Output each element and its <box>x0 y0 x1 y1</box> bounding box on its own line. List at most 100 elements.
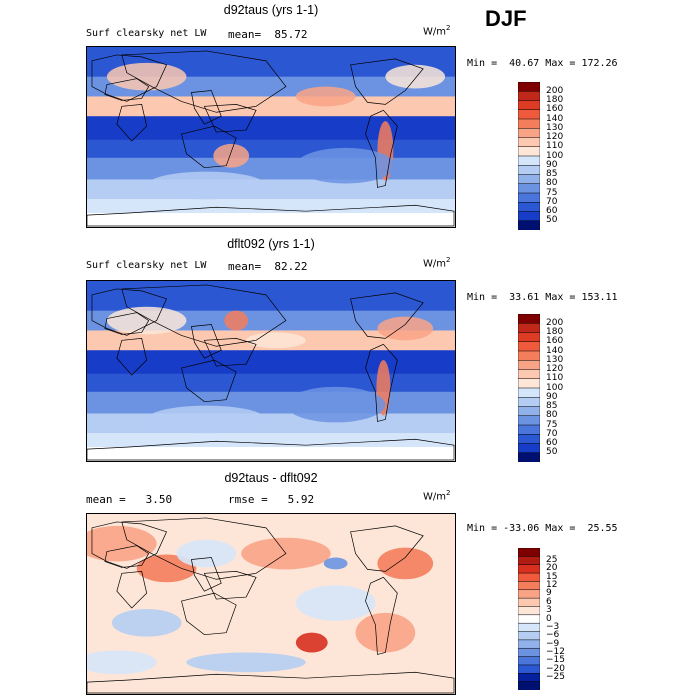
colorbar-swatch <box>518 556 540 566</box>
colorbar-tick-label: 70 <box>546 196 558 207</box>
colorbar-tick-label: 140 <box>546 345 564 356</box>
colorbar-tick-label: 0 <box>546 613 552 624</box>
colorbar-tick-label: 50 <box>546 447 558 458</box>
colorbar-tick-label: 120 <box>546 132 564 142</box>
colorbar-tick-label: 3 <box>546 605 552 616</box>
colorbar-swatch <box>518 360 540 371</box>
colorbar-swatch <box>518 572 540 582</box>
colorbar-swatch <box>518 664 540 674</box>
panel2-colorbar: 200 180 160 140 130 120 110 100 90 85 80 75 70 60 50 <box>518 314 563 462</box>
colorbar-swatch <box>518 443 540 454</box>
panel1-colorbar: 200 180 160 140 130 120 110 100 90 85 80 75 70 60 50 <box>518 82 563 230</box>
colorbar-swatch <box>518 406 540 417</box>
colorbar-tick-label: 75 <box>546 187 558 198</box>
colorbar-swatch <box>518 91 540 102</box>
colorbar-tick-label: 80 <box>546 178 558 189</box>
colorbar-swatch <box>518 100 540 111</box>
colorbar-swatch <box>518 581 540 591</box>
colorbar-tick-label: 9 <box>546 588 552 599</box>
colorbar-swatch <box>518 614 540 624</box>
panel1-units: W/m2 <box>423 24 451 38</box>
panel1-map <box>86 46 456 228</box>
panel2-map <box>86 280 456 462</box>
colorbar-swatch <box>518 323 540 334</box>
colorbar-tick-label: 60 <box>546 206 558 216</box>
colorbar-tick-label: −12 <box>546 646 565 657</box>
colorbar-tick-label: 180 <box>546 327 564 337</box>
colorbar-swatch <box>518 183 540 194</box>
colorbar-swatch <box>518 606 540 616</box>
panel3-colorbar: 25 20 15 12 9 6 3 0 −3 −6 −9 −12 −15 −20 −25 <box>518 548 565 690</box>
colorbar-tick-label: 160 <box>546 104 564 115</box>
panel3-units: W/m2 <box>423 489 451 503</box>
colorbar-tick-label: 120 <box>546 364 564 374</box>
colorbar-swatch <box>518 350 540 361</box>
colorbar-swatch <box>518 118 540 129</box>
panel2-subtitle: Surf clearsky net LW <box>86 260 207 271</box>
panel3-map <box>86 513 456 695</box>
colorbar-tick-label: 180 <box>546 95 564 105</box>
panel1-mean: mean= 85.72 <box>228 28 308 41</box>
season-label: DJF <box>485 6 527 31</box>
panel2-units: W/m2 <box>423 256 451 270</box>
colorbar-swatch <box>518 314 540 324</box>
panel1-minmax: Min = 40.67 Max = 172.26 <box>467 58 618 69</box>
colorbar-swatch <box>518 681 540 690</box>
panel3-minmax: Min = -33.06 Max = 25.55 <box>467 523 618 534</box>
colorbar-tick-label: 160 <box>546 336 564 347</box>
panel2-minmax: Min = 33.61 Max = 153.11 <box>467 292 618 303</box>
colorbar-swatch <box>518 155 540 166</box>
colorbar-tick-label: 50 <box>546 215 558 226</box>
colorbar-swatch <box>518 415 540 426</box>
colorbar-swatch <box>518 332 540 343</box>
colorbar-tick-label: −20 <box>546 663 565 674</box>
colorbar-swatch <box>518 452 540 462</box>
colorbar-swatch <box>518 622 540 633</box>
colorbar-swatch <box>518 369 540 380</box>
colorbar-tick-label: −3 <box>546 621 560 632</box>
colorbar-swatch <box>518 146 540 157</box>
colorbar-tick-label: 110 <box>546 373 564 384</box>
colorbar-swatch <box>518 647 540 658</box>
colorbar-swatch <box>518 597 540 608</box>
colorbar-tick-label: 20 <box>546 563 558 574</box>
colorbar-tick-label: 85 <box>546 401 558 411</box>
colorbar-swatch <box>518 656 540 666</box>
colorbar-swatch <box>518 137 540 148</box>
colorbar-swatch <box>518 639 540 649</box>
colorbar-tick-label: −25 <box>546 671 565 682</box>
colorbar-swatch <box>518 202 540 213</box>
colorbar-swatch <box>518 673 540 683</box>
colorbar-tick-label: 100 <box>546 382 564 393</box>
colorbar-tick-label: 90 <box>546 391 558 402</box>
colorbar-swatch <box>518 424 540 435</box>
colorbar-swatch <box>518 211 540 222</box>
colorbar-tick-label: 200 <box>546 317 564 328</box>
colorbar-tick-label: 12 <box>546 580 558 591</box>
colorbar-swatch <box>518 128 540 139</box>
panel1-colorbar-swatches <box>518 82 540 230</box>
panel2-colorbar-swatches <box>518 314 540 462</box>
colorbar-swatch <box>518 165 540 176</box>
colorbar-tick-label: 200 <box>546 85 564 96</box>
panel1-title: d92taus (yrs 1-1) <box>223 3 319 17</box>
panel2-title: dflt092 (yrs 1-1) <box>227 237 315 251</box>
colorbar-tick-label: −6 <box>546 630 560 641</box>
colorbar-swatch <box>518 378 540 389</box>
colorbar-tick-label: 75 <box>546 419 558 430</box>
colorbar-tick-label: −9 <box>546 638 560 649</box>
colorbar-tick-label: 15 <box>546 571 558 582</box>
colorbar-tick-label: 70 <box>546 428 558 439</box>
colorbar-swatch <box>518 548 540 557</box>
colorbar-swatch <box>518 192 540 203</box>
colorbar-tick-label: 100 <box>546 150 564 161</box>
colorbar-tick-label: 85 <box>546 169 558 179</box>
colorbar-tick-label: 80 <box>546 410 558 421</box>
colorbar-tick-label: 110 <box>546 141 564 152</box>
colorbar-swatch <box>518 564 540 574</box>
colorbar-tick-label: 140 <box>546 113 564 124</box>
colorbar-swatch <box>518 589 540 599</box>
panel1-subtitle: Surf clearsky net LW <box>86 28 207 39</box>
colorbar-swatch <box>518 341 540 352</box>
colorbar-swatch <box>518 174 540 185</box>
